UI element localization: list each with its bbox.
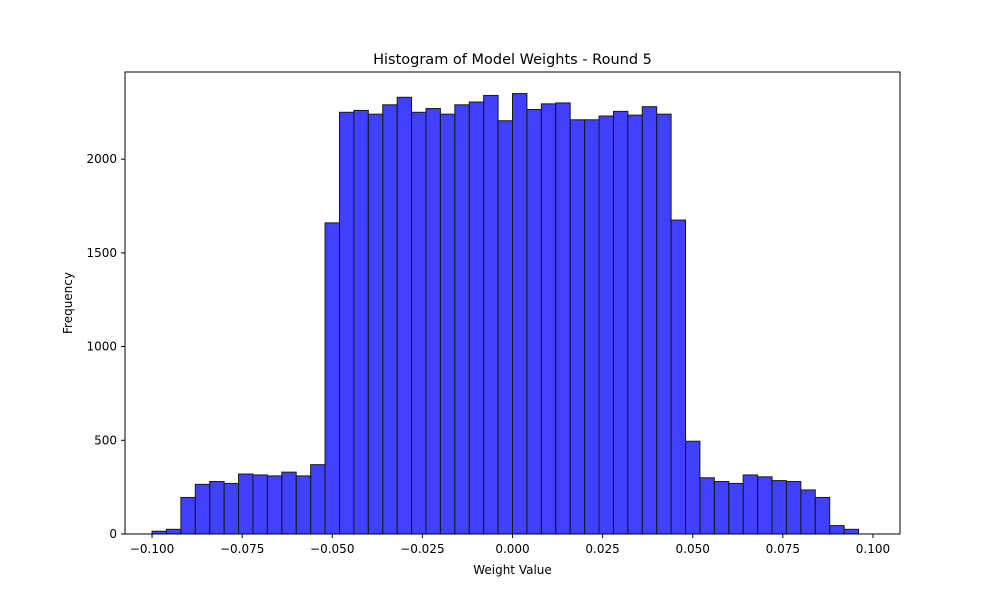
y-tick-label: 500	[94, 433, 117, 447]
histogram-bar	[382, 104, 398, 535]
x-tick-label: 0.000	[495, 542, 529, 556]
x-tick-label: −0.100	[130, 542, 174, 556]
histogram-bar	[266, 475, 283, 535]
y-tick-label: 1500	[86, 246, 117, 260]
histogram-bar	[656, 113, 672, 535]
histogram-bar	[367, 113, 384, 535]
histogram-bar	[497, 120, 513, 535]
y-axis-label: Frequency	[61, 272, 75, 334]
histogram-bar	[512, 93, 528, 535]
histogram-bar	[281, 471, 297, 535]
histogram-bar	[483, 94, 499, 535]
histogram-bar	[670, 219, 687, 535]
histogram-bar	[180, 496, 196, 535]
histogram-bar	[598, 115, 614, 535]
histogram-bar	[194, 483, 211, 535]
histogram-bar	[454, 104, 470, 535]
histogram-bar	[829, 525, 845, 535]
bars-group	[151, 93, 860, 535]
histogram-bar	[699, 477, 715, 535]
x-tick-label: −0.050	[310, 542, 354, 556]
histogram-bar	[641, 106, 658, 535]
histogram-bar	[238, 473, 254, 535]
histogram-bar	[223, 482, 240, 535]
x-axis-label: Weight Value	[473, 563, 552, 577]
histogram-bar	[685, 440, 701, 535]
histogram-bar	[396, 96, 413, 535]
histogram-bar	[439, 113, 456, 535]
histogram-bar	[324, 222, 340, 535]
y-tick-label: 0	[109, 527, 117, 541]
histogram-bar	[526, 108, 542, 535]
histogram-bar	[742, 474, 759, 535]
x-tick-label: 0.025	[585, 542, 619, 556]
y-axis-ticks: 0 500 1000 1500 2000	[86, 152, 125, 541]
histogram-bar	[252, 474, 268, 535]
histogram-bar	[569, 119, 586, 535]
histogram-bar	[800, 489, 816, 535]
histogram-bar	[310, 464, 326, 535]
chart-title: Histogram of Model Weights - Round 5	[373, 52, 652, 68]
x-tick-label: −0.075	[220, 542, 264, 556]
histogram-bar	[411, 111, 427, 535]
x-tick-label: 0.050	[676, 542, 710, 556]
histogram-bar	[209, 481, 225, 535]
histogram-bar	[425, 108, 441, 535]
histogram-bar	[165, 528, 182, 535]
histogram-bar	[468, 101, 485, 535]
y-tick-label: 2000	[86, 152, 117, 166]
histogram-bar	[771, 480, 787, 535]
y-tick-label: 1000	[86, 340, 117, 354]
histogram-bar	[353, 109, 369, 535]
histogram-bar	[713, 481, 730, 535]
histogram-bar	[555, 102, 571, 535]
x-tick-label: 0.100	[856, 542, 890, 556]
histogram-bar	[295, 475, 312, 535]
histogram-bar	[814, 496, 831, 535]
histogram-bar	[338, 111, 355, 535]
histogram-bar	[843, 528, 860, 535]
histogram-bar	[757, 476, 773, 535]
histogram-bar	[627, 114, 643, 535]
histogram-bar	[612, 110, 629, 535]
x-tick-label: −0.025	[400, 542, 444, 556]
histogram-bar	[540, 103, 557, 535]
x-axis-ticks: −0.100 −0.075 −0.050 −0.025 0.000 0.025 0.050 0…	[130, 534, 890, 556]
histogram-bar	[785, 481, 802, 535]
x-tick-label: 0.075	[766, 542, 800, 556]
histogram-bar	[728, 482, 744, 535]
histogram-bar	[584, 119, 600, 535]
